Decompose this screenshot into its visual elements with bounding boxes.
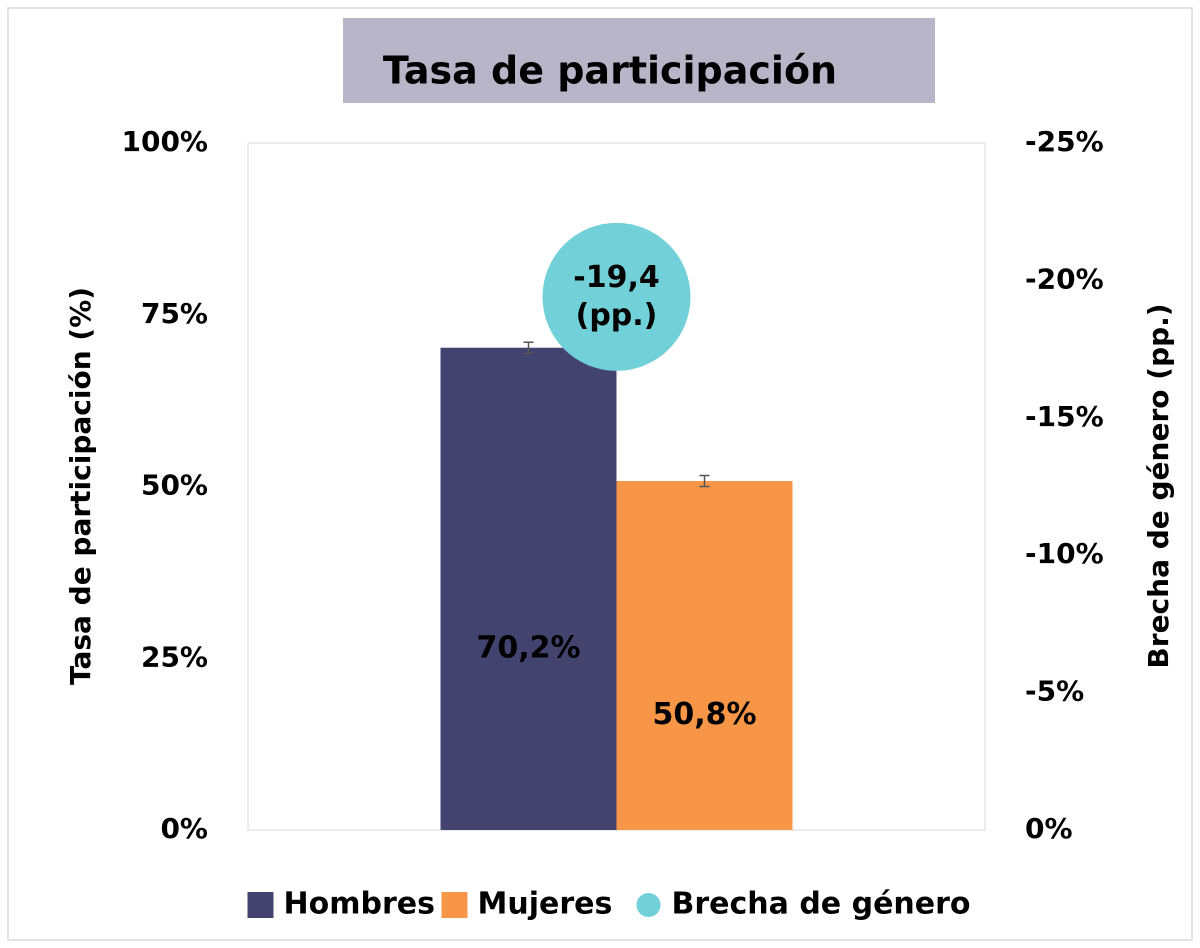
- y2-tick-label: -15%: [1025, 400, 1104, 433]
- data-label-line: -19,4: [573, 259, 659, 294]
- error-bar: [699, 474, 710, 488]
- y2-tick-label: -20%: [1025, 262, 1104, 295]
- y-tick-label: 0%: [160, 812, 208, 845]
- legend-marker: [441, 892, 468, 918]
- y2-tick-label: -10%: [1025, 537, 1104, 570]
- y2-axis-label: Brecha de género (pp.): [1142, 303, 1175, 668]
- y-axis-label: Tasa de participación (%): [64, 287, 97, 685]
- data-label: 50,8%: [652, 697, 756, 732]
- error-bar: [523, 341, 534, 354]
- bar: [616, 481, 793, 830]
- chart-title: Tasa de participación: [383, 49, 837, 93]
- data-label-line: (pp.): [576, 297, 658, 332]
- legend-marker: [636, 893, 661, 917]
- legend-marker: [247, 892, 274, 918]
- y-tick-label: 50%: [141, 469, 208, 502]
- legend-label: Hombres: [284, 887, 435, 922]
- bar: [440, 347, 617, 830]
- gap-marker: [542, 222, 691, 371]
- legend-label: Mujeres: [478, 887, 613, 922]
- y2-tick-label: -25%: [1025, 125, 1104, 158]
- legend-label: Brecha de género: [672, 887, 971, 922]
- data-label: 70,2%: [476, 630, 580, 665]
- y-tick-label: 100%: [121, 125, 208, 158]
- y2-tick-label: 0%: [1025, 812, 1073, 845]
- y2-tick-label: -5%: [1025, 675, 1084, 708]
- y-tick-label: 25%: [141, 640, 208, 673]
- data-label: -19,4 (pp.): [573, 259, 659, 332]
- y-tick-label: 75%: [141, 297, 208, 330]
- title-box: [343, 18, 935, 103]
